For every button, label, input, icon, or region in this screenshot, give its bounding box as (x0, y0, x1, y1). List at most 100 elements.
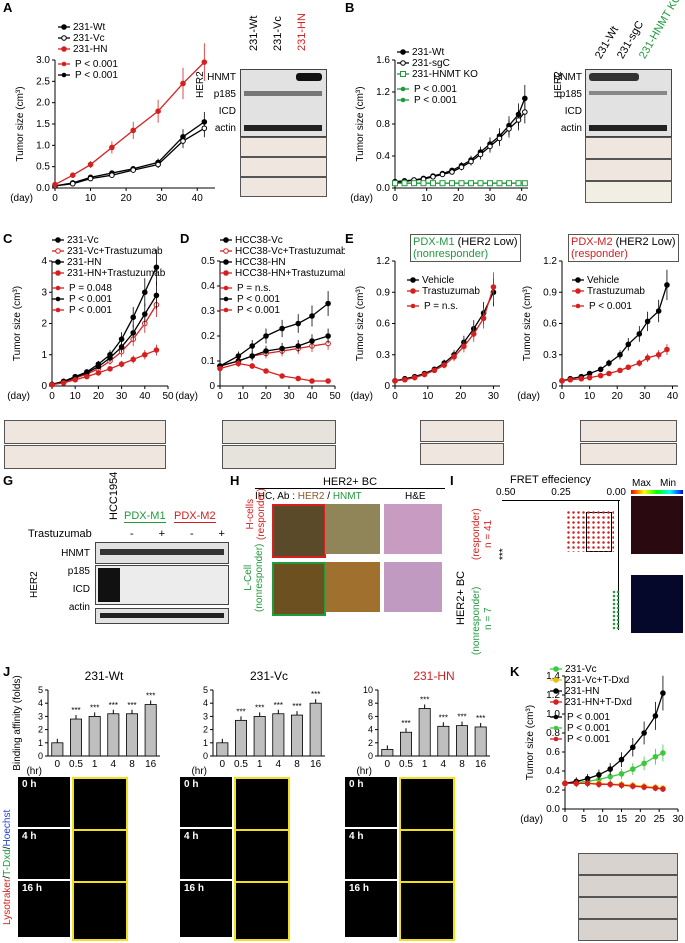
stat-label: P < 0.001 (414, 84, 457, 95)
tumor-image-row (578, 897, 678, 919)
h-row2-b: (nonresponder) (254, 543, 265, 612)
data-point (130, 356, 136, 363)
series-line (51, 349, 157, 386)
x-tick-label: 40 (192, 193, 204, 204)
x-axis-label: (hr) (356, 766, 372, 776)
data-point (607, 773, 613, 780)
i-axis-v (618, 500, 619, 630)
data-point (477, 151, 484, 158)
x-axis-label: (day) (350, 193, 373, 204)
data-point (401, 180, 408, 187)
data-point (617, 367, 623, 374)
x-axis-label: (day) (175, 391, 198, 402)
legend-label: Trastuzumab (587, 286, 645, 297)
data-point (515, 180, 522, 187)
data-point (439, 171, 446, 178)
data-point (461, 343, 467, 350)
data-point (420, 180, 427, 187)
x-tick-label: 0 (392, 391, 398, 402)
data-point (130, 330, 136, 336)
y-tick-label: 0 (384, 381, 390, 392)
x-tick-label: 30 (283, 391, 295, 402)
x-tick-label: 25 (654, 814, 666, 825)
y-tick-label: 0.4 (201, 281, 215, 292)
legend-label: Vehicle (587, 275, 620, 286)
legend-label: Vehicle (422, 275, 455, 286)
y-tick-label: 2.0 (36, 98, 50, 109)
data-point (107, 366, 113, 372)
stat-marker (553, 725, 559, 731)
y-tick-label: 0 (203, 751, 208, 761)
bar (437, 725, 450, 757)
data-point (522, 109, 528, 115)
i-max: Max (632, 478, 651, 489)
bar (381, 749, 394, 757)
legend-marker (55, 237, 61, 243)
stat-label: P < 0.001 (567, 712, 610, 723)
sig-label: *** (90, 703, 99, 712)
x-tick-label: 30 (156, 193, 168, 204)
legend-marker (61, 35, 67, 41)
x-tick-label: 10 (237, 391, 249, 402)
x-axis-label: (day) (517, 391, 540, 402)
data-point (655, 351, 662, 358)
bar (126, 713, 139, 757)
panel-label-g: G (3, 473, 14, 488)
i-ylabel: HER2+ BC (455, 570, 467, 625)
tumor-image-row (578, 853, 678, 875)
x-tick-label: 30 (484, 193, 496, 204)
blot-row-label: HNMT (207, 72, 236, 83)
i-colorbar (631, 490, 683, 494)
legend-label: 231-Wt (73, 22, 105, 33)
tumor-image-row (222, 445, 336, 469)
y-tick-label: 0.9 (543, 287, 557, 298)
j-time-label: 4 h (184, 831, 199, 842)
y-tick-label: 1.2 (546, 690, 560, 701)
sig-label: *** (71, 706, 80, 715)
h-ihc-label: IHC, Ab : HER2 / HNMT (255, 491, 362, 502)
data-point (606, 370, 612, 377)
tumor-image-row (420, 420, 504, 442)
tumor-image-row (420, 443, 504, 465)
stat-marker (553, 736, 559, 742)
panel-d-chart: 0 10 20 30 40 50 0 0.1 0.2 0.3 0.4 0.5 (day) HCC38-Vc… (175, 235, 345, 402)
data-point (118, 344, 125, 350)
legend-marker (223, 248, 229, 254)
y-tick-label: 1 (41, 350, 47, 361)
blot-col: 231-HN (296, 13, 308, 51)
j-micro-image (345, 777, 397, 827)
legend-label: 231-Wt (412, 47, 444, 58)
data-point (52, 181, 58, 188)
data-point (411, 374, 418, 381)
x-tick-label: 30 (488, 391, 500, 402)
data-point (309, 338, 315, 344)
data-point (392, 180, 398, 187)
y-tick-label: 0.6 (543, 319, 557, 330)
legend-marker (400, 60, 406, 66)
legend-label: 231-HNMT KO (412, 69, 478, 80)
data-point (644, 318, 651, 325)
i-xtick: 0.50 (496, 487, 516, 498)
x-tick-label: 10 (421, 193, 433, 204)
data-point (652, 753, 659, 760)
data-point (652, 785, 659, 791)
y-tick-label: 0.2 (201, 331, 215, 342)
data-point (480, 315, 487, 322)
data-point (87, 161, 94, 168)
stat-marker (410, 303, 416, 309)
data-point (470, 331, 477, 337)
legend-marker (223, 270, 229, 276)
x-tick-label: 20 (612, 391, 624, 402)
x-tick-label: 20 (455, 391, 467, 402)
panel-e-title-main: PDX-M1 (413, 236, 455, 248)
x-tick-label: 4 (111, 759, 117, 770)
data-point (279, 345, 285, 352)
data-point (118, 336, 125, 342)
data-point (180, 138, 186, 144)
tumor-image-row (240, 157, 327, 177)
sig-label: *** (476, 714, 485, 723)
g-rows: HNMT p185 ICD actin (40, 545, 90, 617)
h-image-h-ihc-zoom (272, 504, 326, 558)
j-micro-zoom (399, 881, 455, 941)
data-point (496, 180, 503, 187)
